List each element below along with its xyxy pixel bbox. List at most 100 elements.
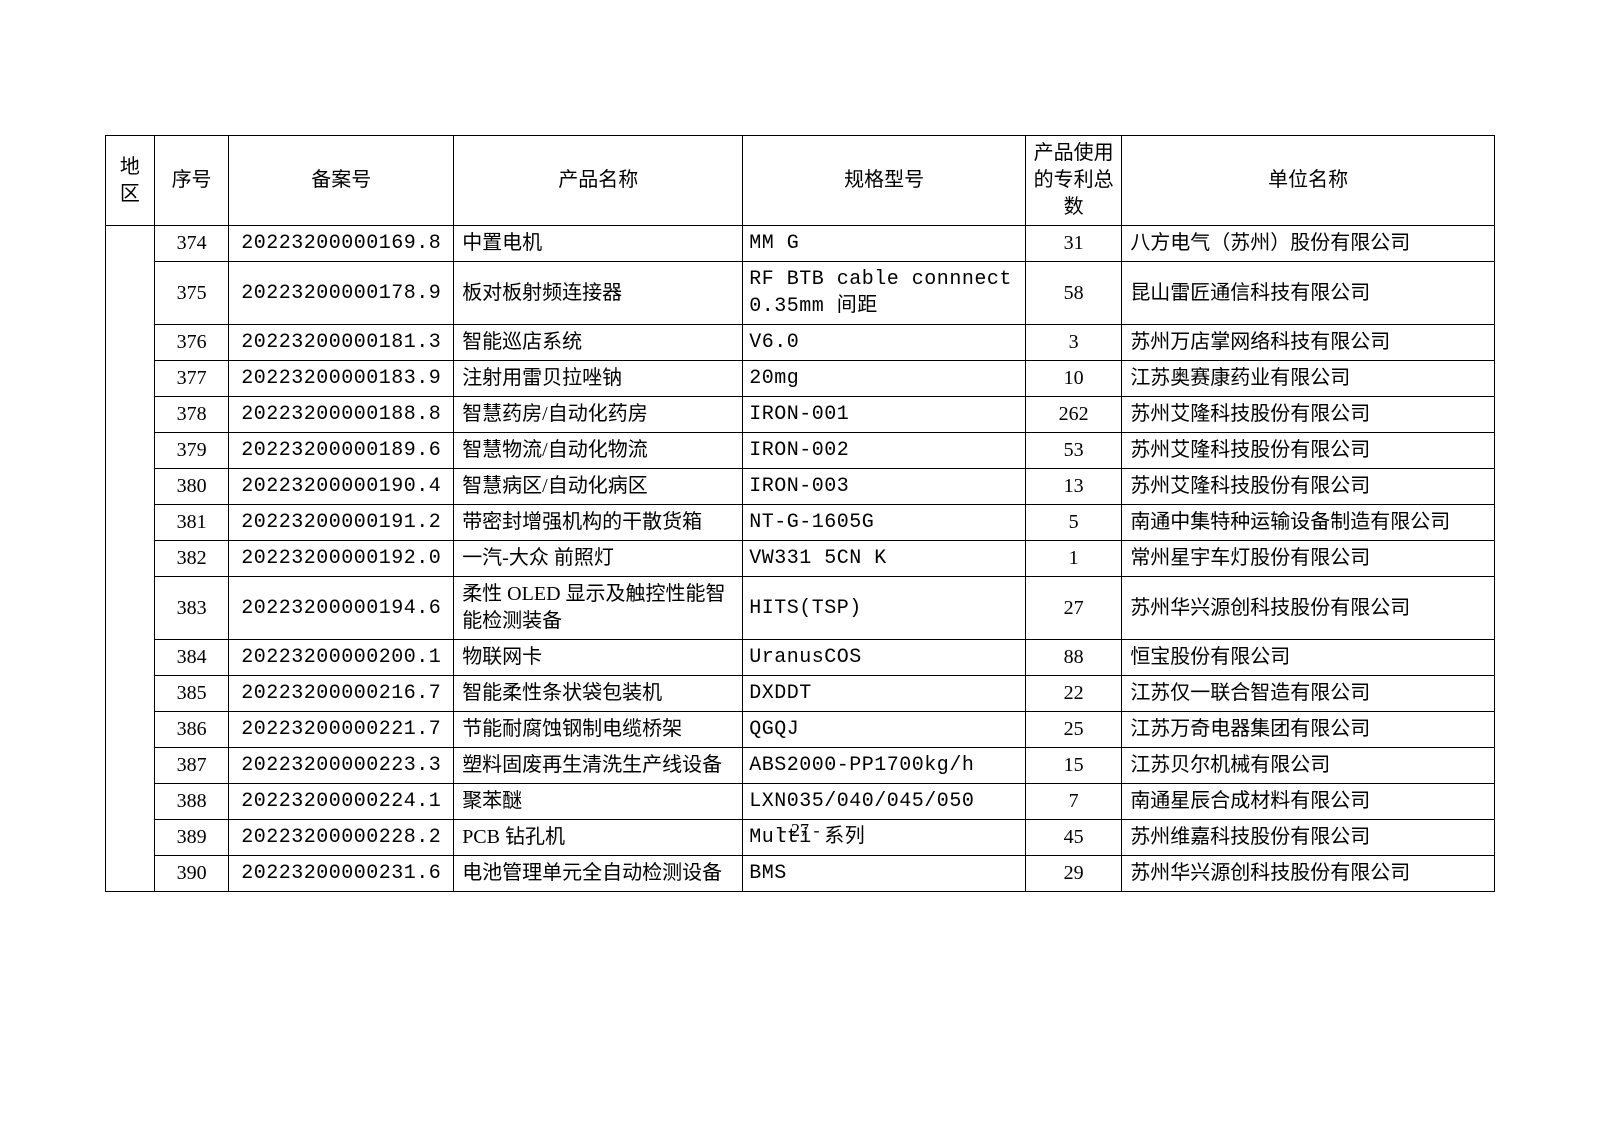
col-header-company: 单位名称 [1122, 136, 1495, 226]
table-row: 38020223200000190.4智慧病区/自动化病区IRON-00313苏… [106, 469, 1495, 505]
cell-product: 中置电机 [454, 226, 743, 262]
cell-patents: 15 [1025, 748, 1121, 784]
cell-product: 智慧药房/自动化药房 [454, 397, 743, 433]
cell-product: 智能巡店系统 [454, 325, 743, 361]
cell-product: 物联网卡 [454, 640, 743, 676]
cell-filing: 20223200000190.4 [229, 469, 454, 505]
cell-filing: 20223200000194.6 [229, 577, 454, 640]
cell-patents: 22 [1025, 676, 1121, 712]
table-row: 37520223200000178.9板对板射频连接器RF BTB cable … [106, 262, 1495, 325]
cell-seq: 385 [154, 676, 229, 712]
cell-seq: 379 [154, 433, 229, 469]
cell-filing: 20223200000221.7 [229, 712, 454, 748]
cell-company: 苏州艾隆科技股份有限公司 [1122, 469, 1495, 505]
col-header-product: 产品名称 [454, 136, 743, 226]
document-page: 地区 序号 备案号 产品名称 规格型号 产品使用的专利总数 单位名称 37420… [0, 0, 1600, 892]
cell-filing: 20223200000188.8 [229, 397, 454, 433]
cell-patents: 13 [1025, 469, 1121, 505]
cell-spec: NT-G-1605G [743, 505, 1026, 541]
cell-spec: IRON-002 [743, 433, 1026, 469]
cell-filing: 20223200000191.2 [229, 505, 454, 541]
cell-company: 苏州华兴源创科技股份有限公司 [1122, 577, 1495, 640]
cell-seq: 384 [154, 640, 229, 676]
table-row: 38120223200000191.2带密封增强机构的干散货箱NT-G-1605… [106, 505, 1495, 541]
cell-seq: 380 [154, 469, 229, 505]
table-row: 39020223200000231.6电池管理单元全自动检测设备BMS29苏州华… [106, 856, 1495, 892]
cell-patents: 5 [1025, 505, 1121, 541]
cell-product: 聚苯醚 [454, 784, 743, 820]
cell-patents: 262 [1025, 397, 1121, 433]
cell-patents: 7 [1025, 784, 1121, 820]
cell-spec: BMS [743, 856, 1026, 892]
cell-spec: HITS(TSP) [743, 577, 1026, 640]
cell-product: 节能耐腐蚀钢制电缆桥架 [454, 712, 743, 748]
cell-filing: 20223200000231.6 [229, 856, 454, 892]
cell-filing: 20223200000200.1 [229, 640, 454, 676]
cell-seq: 381 [154, 505, 229, 541]
cell-spec: ABS2000-PP1700kg/h [743, 748, 1026, 784]
cell-patents: 88 [1025, 640, 1121, 676]
cell-patents: 31 [1025, 226, 1121, 262]
page-number: - 27 - [0, 820, 1600, 841]
col-header-filing: 备案号 [229, 136, 454, 226]
cell-filing: 20223200000181.3 [229, 325, 454, 361]
cell-company: 恒宝股份有限公司 [1122, 640, 1495, 676]
cell-patents: 29 [1025, 856, 1121, 892]
cell-company: 八方电气（苏州）股份有限公司 [1122, 226, 1495, 262]
table-row: 37620223200000181.3智能巡店系统V6.03苏州万店掌网络科技有… [106, 325, 1495, 361]
cell-region [106, 226, 155, 892]
cell-seq: 377 [154, 361, 229, 397]
cell-seq: 374 [154, 226, 229, 262]
table-row: 38620223200000221.7节能耐腐蚀钢制电缆桥架QGQJ25江苏万奇… [106, 712, 1495, 748]
cell-patents: 3 [1025, 325, 1121, 361]
cell-seq: 382 [154, 541, 229, 577]
table-header: 地区 序号 备案号 产品名称 规格型号 产品使用的专利总数 单位名称 [106, 136, 1495, 226]
col-header-spec: 规格型号 [743, 136, 1026, 226]
table-row: 38320223200000194.6柔性 OLED 显示及触控性能智能检测装备… [106, 577, 1495, 640]
cell-patents: 1 [1025, 541, 1121, 577]
data-table: 地区 序号 备案号 产品名称 规格型号 产品使用的专利总数 单位名称 37420… [105, 135, 1495, 892]
cell-filing: 20223200000183.9 [229, 361, 454, 397]
cell-filing: 20223200000192.0 [229, 541, 454, 577]
cell-company: 苏州华兴源创科技股份有限公司 [1122, 856, 1495, 892]
cell-filing: 20223200000178.9 [229, 262, 454, 325]
table-row: 37420223200000169.8中置电机MM G31八方电气（苏州）股份有… [106, 226, 1495, 262]
cell-filing: 20223200000169.8 [229, 226, 454, 262]
cell-company: 江苏奥赛康药业有限公司 [1122, 361, 1495, 397]
cell-product: 智慧物流/自动化物流 [454, 433, 743, 469]
cell-spec: VW331 5CN K [743, 541, 1026, 577]
cell-patents: 27 [1025, 577, 1121, 640]
table-row: 37820223200000188.8智慧药房/自动化药房IRON-001262… [106, 397, 1495, 433]
cell-product: 板对板射频连接器 [454, 262, 743, 325]
col-header-region: 地区 [106, 136, 155, 226]
cell-company: 昆山雷匠通信科技有限公司 [1122, 262, 1495, 325]
cell-company: 南通中集特种运输设备制造有限公司 [1122, 505, 1495, 541]
table-row: 37920223200000189.6智慧物流/自动化物流IRON-00253苏… [106, 433, 1495, 469]
cell-spec: V6.0 [743, 325, 1026, 361]
cell-seq: 376 [154, 325, 229, 361]
cell-seq: 375 [154, 262, 229, 325]
cell-seq: 388 [154, 784, 229, 820]
table-row: 38220223200000192.0一汽-大众 前照灯VW331 5CN K1… [106, 541, 1495, 577]
cell-patents: 25 [1025, 712, 1121, 748]
cell-product: 带密封增强机构的干散货箱 [454, 505, 743, 541]
cell-spec: IRON-003 [743, 469, 1026, 505]
cell-spec: QGQJ [743, 712, 1026, 748]
cell-patents: 10 [1025, 361, 1121, 397]
cell-company: 江苏万奇电器集团有限公司 [1122, 712, 1495, 748]
cell-product: 一汽-大众 前照灯 [454, 541, 743, 577]
cell-filing: 20223200000189.6 [229, 433, 454, 469]
cell-patents: 58 [1025, 262, 1121, 325]
cell-spec: 20mg [743, 361, 1026, 397]
col-header-seq: 序号 [154, 136, 229, 226]
cell-product: 智慧病区/自动化病区 [454, 469, 743, 505]
cell-spec: LXN035/040/045/050 [743, 784, 1026, 820]
cell-company: 苏州万店掌网络科技有限公司 [1122, 325, 1495, 361]
cell-spec: RF BTB cable connnect 0.35mm 间距 [743, 262, 1026, 325]
col-header-patents: 产品使用的专利总数 [1025, 136, 1121, 226]
cell-company: 南通星辰合成材料有限公司 [1122, 784, 1495, 820]
cell-seq: 386 [154, 712, 229, 748]
cell-product: 塑料固废再生清洗生产线设备 [454, 748, 743, 784]
table-body: 37420223200000169.8中置电机MM G31八方电气（苏州）股份有… [106, 226, 1495, 892]
cell-seq: 390 [154, 856, 229, 892]
